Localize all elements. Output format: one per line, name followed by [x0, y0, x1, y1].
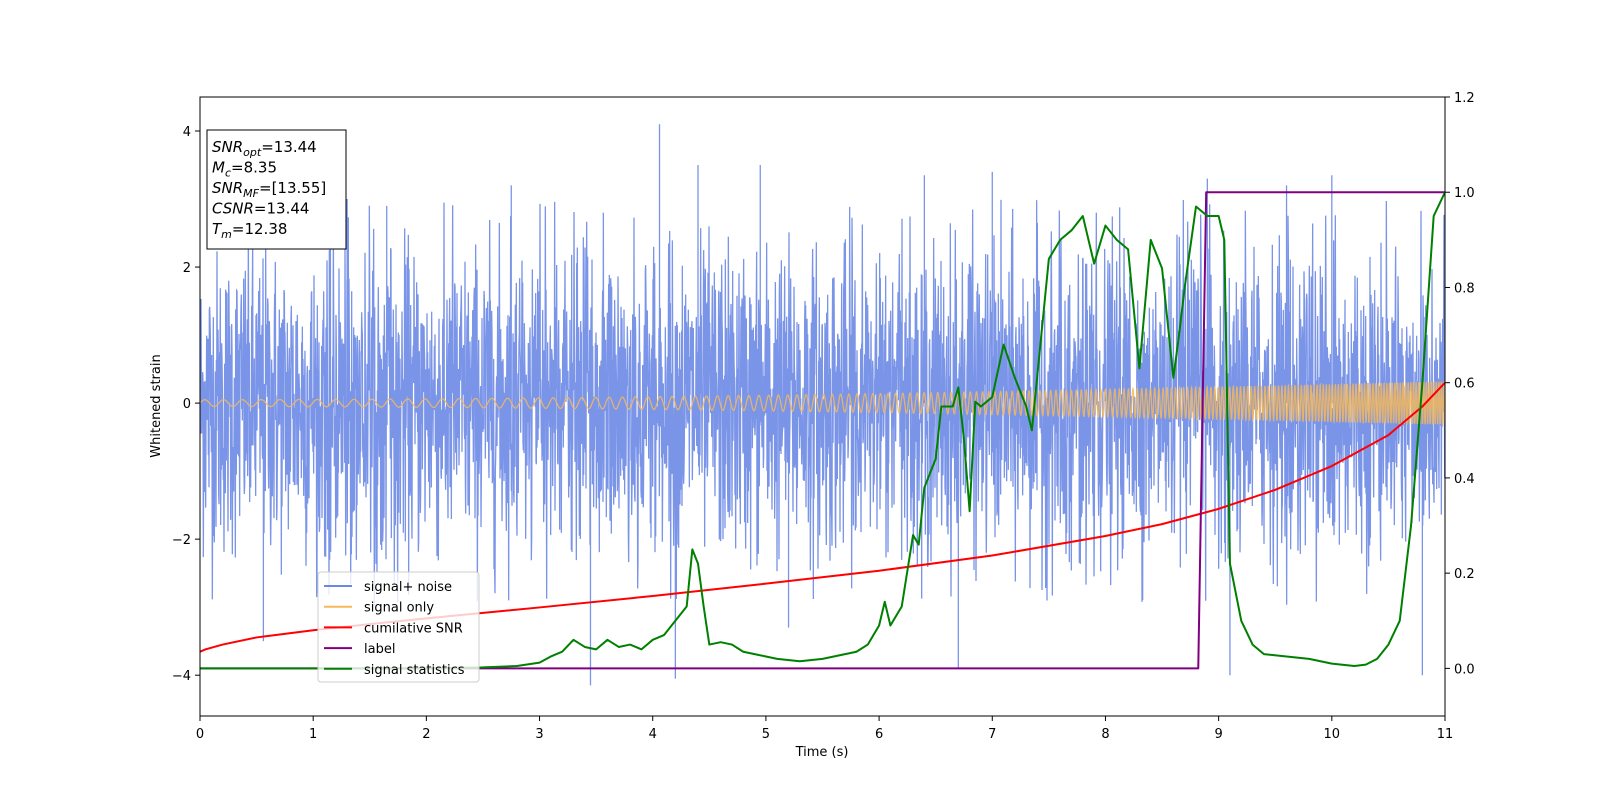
annotation-subscript: opt [243, 146, 262, 159]
annotation-value: =8.35 [231, 159, 277, 177]
plot-frame [199, 96, 1446, 717]
annotation-symbol: SNR [212, 179, 243, 197]
y-left-tick-label: −2 [172, 533, 191, 548]
legend-frame [317, 571, 480, 683]
series-cumulative-snr [200, 382, 1445, 653]
series-signal-only [200, 379, 1445, 426]
annotation-line: CSNR=13.44 [212, 200, 309, 218]
y-left-tick-label: 2 [183, 261, 191, 276]
x-axis-label: Time (s) [795, 745, 849, 760]
legend-label: signal statistics [364, 663, 465, 678]
annotation-subscript: c [225, 167, 231, 180]
annotation-line: Mc=8.35 [212, 159, 277, 180]
x-tick-label: 2 [422, 727, 430, 742]
y-right-tick-label: 0.6 [1454, 377, 1475, 392]
x-tick-label: 5 [762, 727, 770, 742]
plot-series [200, 124, 1445, 686]
y-right-tick-label: 0.8 [1454, 281, 1475, 296]
legend: signal+ noise signal only cumilative SNR la… [317, 571, 480, 683]
series-signal-statistics [200, 191, 1445, 670]
y-left-tick-label: 4 [183, 125, 191, 140]
annotation-value: =12.38 [232, 220, 288, 238]
x-tick-label: 10 [1324, 727, 1341, 742]
annotation-subscript: m [221, 228, 232, 241]
x-tick-label: 8 [1101, 727, 1109, 742]
x-tick-label: 3 [535, 727, 543, 742]
y-left-tick-label: 0 [183, 397, 191, 412]
annotation-symbol: M [212, 159, 225, 177]
annotation-value: =13.44 [254, 200, 310, 218]
legend-label: signal only [364, 601, 434, 616]
x-tick-label: 11 [1437, 727, 1454, 742]
x-tick-label: 7 [988, 727, 996, 742]
x-tick-label: 1 [309, 727, 317, 742]
annotation-value: =[13.55] [259, 179, 326, 197]
annotation-value: =13.44 [261, 138, 317, 156]
y-right-tick-label: 1.0 [1454, 186, 1475, 201]
annotation-symbol: SNR [212, 138, 243, 156]
annotation-box-frame [206, 129, 347, 250]
y-right-tick-label: 1.2 [1454, 91, 1475, 106]
annotation-box: SNRopt=13.44Mc=8.35SNRMF=[13.55]CSNR=13.… [206, 129, 347, 250]
x-tick-label: 4 [649, 727, 657, 742]
x-axis: 0 1 2 3 4 5 6 7 8 9 10 11 [196, 716, 1453, 742]
series-label [200, 191, 1445, 670]
x-tick-label: 9 [1214, 727, 1222, 742]
y-axis-left: −4 −2 0 2 4 [172, 125, 200, 684]
y-axis-right: 0.0 0.2 0.4 0.6 0.8 1.0 1.2 [1445, 91, 1475, 677]
x-tick-label: 0 [196, 727, 204, 742]
annotation-symbol: T [212, 220, 223, 238]
annotation-line: SNRMF=[13.55] [212, 179, 326, 200]
series-signal-noise [200, 124, 1445, 686]
annotation-line: Tm=12.38 [212, 220, 287, 241]
legend-label: cumilative SNR [364, 621, 463, 636]
annotation-line: SNRopt=13.44 [212, 138, 317, 159]
x-tick-label: 6 [875, 727, 883, 742]
y-right-tick-label: 0.0 [1454, 662, 1475, 677]
annotation-subscript: MF [243, 187, 259, 200]
annotation-symbol: CSNR [212, 200, 254, 218]
legend-label: label [364, 642, 395, 657]
y-right-tick-label: 0.4 [1454, 472, 1475, 487]
y-right-tick-label: 0.2 [1454, 567, 1475, 582]
legend-label: signal+ noise [364, 580, 452, 595]
y-axis-label: Whitened strain [149, 354, 164, 457]
y-left-tick-label: −4 [172, 669, 191, 684]
